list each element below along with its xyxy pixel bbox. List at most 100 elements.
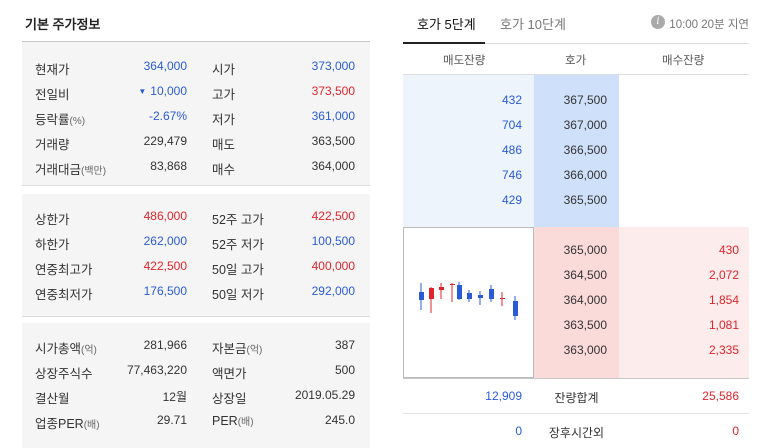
afterhours-bid-qty: 0 [732, 424, 739, 438]
info-label: 상장주식수 [35, 367, 93, 381]
bid-qty: 2,072 [708, 268, 739, 282]
bid-price: 363,000 [563, 343, 607, 357]
ask-qty: 486 [501, 143, 522, 157]
info-value: 373,000 [311, 59, 355, 73]
candle [467, 290, 472, 302]
basic-stock-info-panel: 기본 주가정보 현재가 364,000 시가 373,000 전일비 ▼ 10,000 고가 3… [0, 0, 370, 448]
info-label: 52주 저가 [212, 238, 264, 252]
orderbook-tabs: 호가 5단계 호가 10단계 i 10:00 20분 지연 [403, 0, 749, 44]
info-row: 하한가 262,000 52주 저가 100,500 [22, 230, 370, 255]
info-label: 결산월 [35, 392, 70, 406]
info-label: 연중최고가 [35, 263, 93, 277]
candle [457, 282, 462, 300]
tab-10-levels[interactable]: 호가 10단계 [500, 17, 566, 32]
info-label: 하한가 [35, 238, 70, 252]
info-label: 액면가 [212, 367, 247, 381]
bid-row: 364,000 1,854 [403, 288, 749, 313]
candlestick-chart-svg [419, 282, 518, 320]
ask-price: 365,500 [563, 193, 607, 207]
info-value: 486,000 [143, 209, 187, 223]
info-label: 52주 고가 [212, 213, 264, 227]
info-label: 50일 고가 [212, 263, 264, 277]
info-label: 고가 [212, 88, 236, 102]
delay-notice: 10:00 20분 지연 [669, 19, 749, 31]
info-value: 245.0 [324, 413, 355, 427]
ask-price: 367,000 [563, 118, 607, 132]
ask-price: 366,000 [563, 168, 607, 182]
header-ask-qty: 매도잔량 [443, 55, 486, 67]
info-value: ▼ 10,000 [138, 84, 187, 98]
info-label: 상장일 [212, 392, 247, 406]
info-label: 매수 [212, 163, 236, 177]
info-row: 상장주식수 77,463,220 액면가 500 [22, 359, 370, 384]
candle [450, 283, 455, 302]
bid-price: 365,000 [563, 243, 607, 257]
total-label: 잔량합계 [554, 391, 599, 405]
info-label: 업종PER(배) [35, 417, 100, 431]
info-row: 등락률(%) -2.67% 저가 361,000 [22, 105, 370, 130]
candle [489, 285, 494, 302]
tab-5-levels[interactable]: 호가 5단계 [417, 17, 476, 32]
bid-qty: 2,335 [708, 343, 739, 357]
summary-divider-2 [403, 413, 749, 414]
info-label: 저가 [212, 113, 236, 127]
ask-row: 704 367,000 [403, 113, 749, 138]
info-value: 361,000 [311, 109, 355, 123]
section-divider [22, 316, 370, 317]
info-value: -2.67% [148, 109, 187, 123]
bid-qty: 1,081 [708, 318, 739, 332]
info-value: 422,500 [143, 259, 187, 273]
info-value: 292,000 [311, 284, 355, 298]
title-divider [22, 41, 370, 42]
candle [513, 296, 518, 320]
ask-qty: 432 [501, 93, 522, 107]
afterhours-row: 0 장후시간외 0 [403, 414, 749, 448]
ask-qty: 704 [501, 118, 522, 132]
info-value: 387 [334, 338, 355, 352]
info-value: 2019.05.29 [294, 388, 355, 402]
info-row: 업종PER(배) 29.71 PER(배) 245.0 [22, 409, 370, 434]
info-value: 422,500 [311, 209, 355, 223]
info-label: 현재가 [35, 63, 70, 77]
info-label: 거래량 [35, 138, 70, 152]
info-label: 자본금(억) [212, 342, 263, 356]
info-row: 연중최저가 176,500 50일 저가 292,000 [22, 280, 370, 305]
header-price: 호가 [565, 55, 587, 67]
range-section: 상한가 486,000 52주 고가 422,500 하한가 262,000 52주 저가 1… [22, 194, 370, 317]
tab-divider [485, 43, 749, 44]
candle [419, 283, 424, 310]
total-bid-qty: 25,586 [702, 389, 739, 403]
info-value: 363,500 [311, 134, 355, 148]
down-triangle-icon: ▼ [138, 87, 147, 96]
total-ask-qty: 12,909 [485, 389, 522, 403]
bid-price: 363,500 [563, 318, 607, 332]
bid-row: 363,500 1,081 [403, 313, 749, 338]
info-label: 등락률(%) [35, 113, 86, 127]
bid-price: 364,000 [563, 293, 607, 307]
info-row: 거래량 229,479 매도 363,500 [22, 130, 370, 155]
info-row: 거래대금(백만) 83,868 매수 364,000 [22, 155, 370, 180]
ask-row: 432 367,500 [403, 88, 749, 113]
total-remaining-row: 12,909 잔량합계 25,586 [403, 379, 749, 413]
section-divider [22, 185, 370, 186]
info-icon[interactable]: i [651, 15, 665, 29]
info-value: 364,000 [143, 59, 187, 73]
ask-price: 367,500 [563, 93, 607, 107]
afterhours-ask-qty: 0 [515, 424, 522, 438]
bid-row: 363,000 2,335 [403, 338, 749, 363]
info-label: 연중최저가 [35, 288, 93, 302]
info-label: 전일비 [35, 88, 70, 102]
info-label: 상한가 [35, 213, 70, 227]
ask-qty: 746 [501, 168, 522, 182]
price-section: 현재가 364,000 시가 373,000 전일비 ▼ 10,000 고가 373,500 등락… [22, 42, 370, 186]
info-value: 364,000 [311, 159, 355, 173]
orderbook-panel: 호가 5단계 호가 10단계 i 10:00 20분 지연 매도잔량 호가 매수… [403, 0, 749, 448]
info-value: 373,500 [311, 84, 355, 98]
active-tab-indicator [403, 42, 485, 44]
basic-info-title: 기본 주가정보 [25, 17, 101, 32]
info-value: 77,463,220 [126, 363, 187, 377]
candle [439, 283, 444, 299]
bid-row: 364,500 2,072 [403, 263, 749, 288]
bid-qty: 430 [718, 243, 739, 257]
mini-candle-chart [403, 227, 534, 378]
